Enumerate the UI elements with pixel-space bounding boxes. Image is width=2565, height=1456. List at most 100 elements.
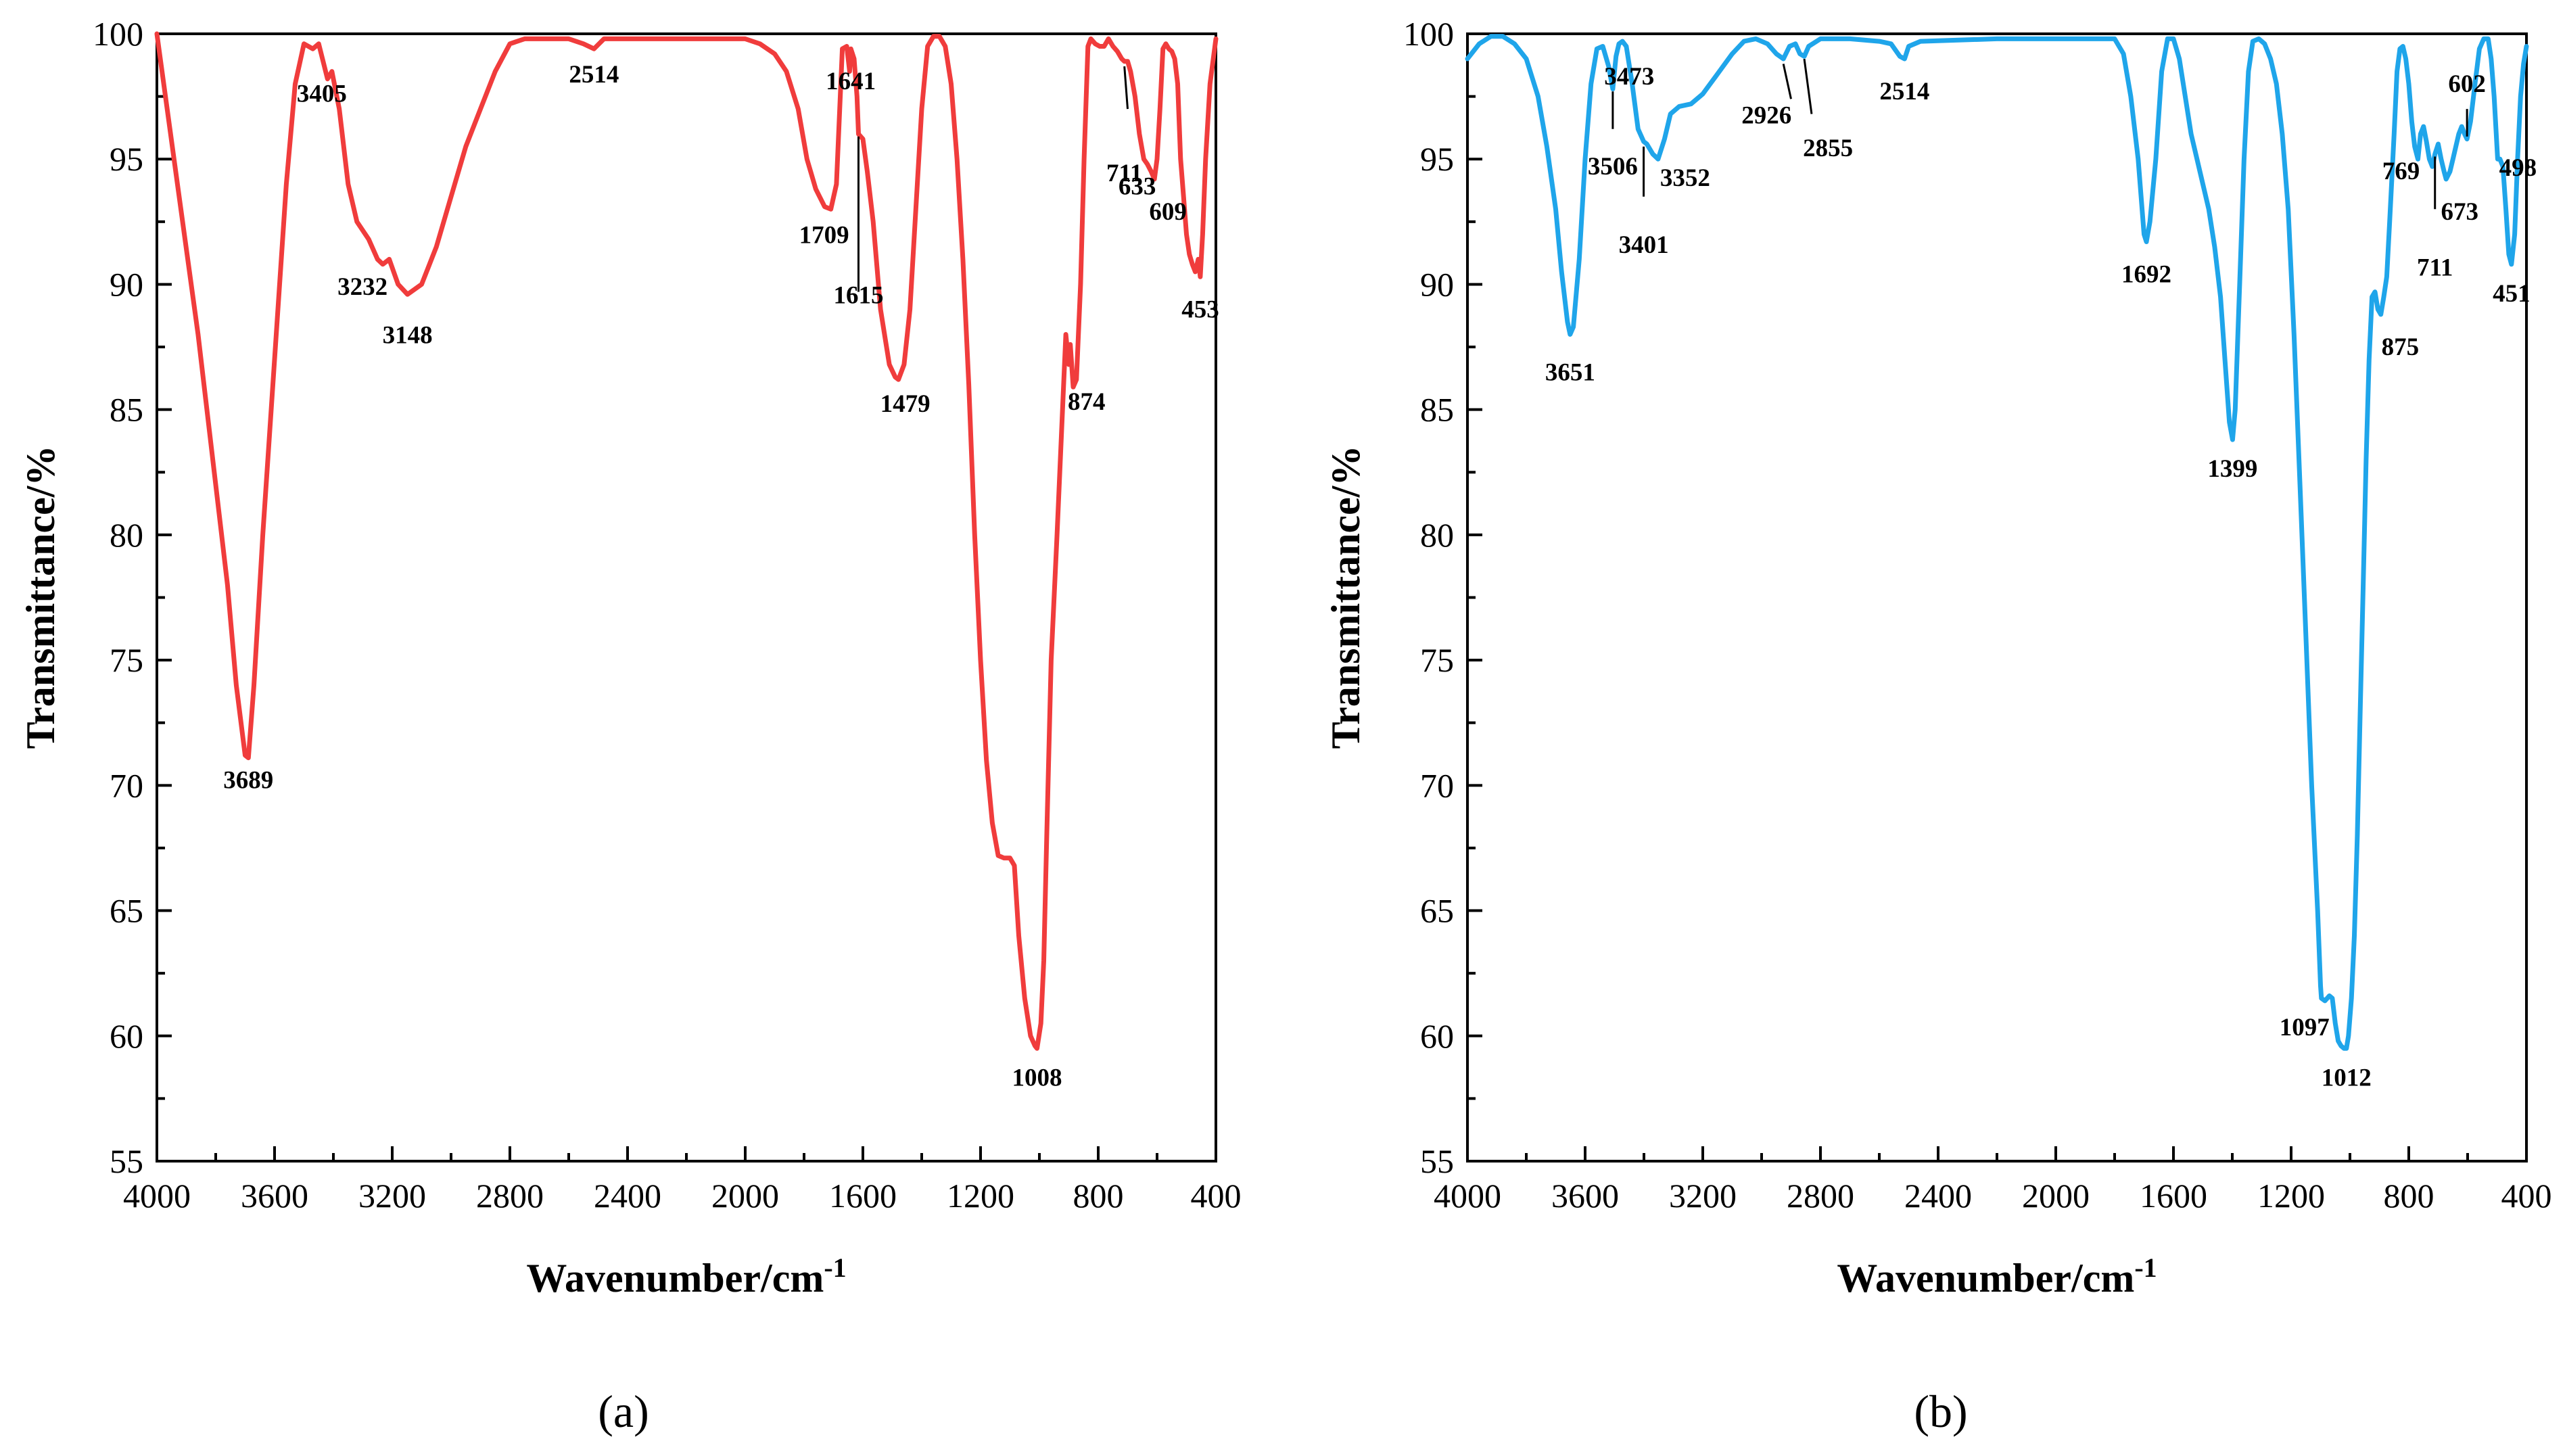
- y-tick-label: 80: [110, 516, 143, 554]
- panel-b: 55 60 65 70 75 80 85 90 95 100 4000 3600 3200 2800 240…: [1323, 15, 2552, 1437]
- x-tick-label: 4000: [1434, 1177, 1501, 1215]
- y-tick-label: 60: [110, 1017, 143, 1055]
- x-axis-title-superscript: -1: [2134, 1252, 2157, 1283]
- x-axis-title-text: Wavenumber/cm: [526, 1256, 824, 1300]
- x-axis-title-text: Wavenumber/cm: [1837, 1256, 2134, 1300]
- tick-labels: 55 60 65 70 75 80 85 90 95 100 4000 3600 3200 2800 240…: [1403, 15, 2552, 1215]
- x-tick-label: 3600: [1551, 1177, 1619, 1215]
- y-tick-label: 65: [1420, 892, 1454, 930]
- y-axis-title: Transmittance/%: [1323, 446, 1368, 749]
- peak-label: 1399: [2207, 455, 2257, 483]
- peak-label: 1641: [826, 68, 876, 95]
- x-tick-label: 800: [2384, 1177, 2434, 1215]
- peak-leader-line: [1803, 58, 1813, 114]
- peak-label: 3148: [383, 321, 433, 349]
- y-tick-label: 90: [110, 265, 143, 303]
- x-tick-label: 3200: [358, 1177, 426, 1215]
- peak-leader-line: [1782, 64, 1792, 99]
- y-tick-label: 90: [1420, 265, 1454, 303]
- panel-label: (a): [598, 1386, 649, 1437]
- y-tick-label: 80: [1420, 516, 1454, 554]
- peak-label: 451: [2493, 280, 2531, 308]
- y-tick-label: 55: [110, 1142, 143, 1180]
- x-tick-label: 1600: [2140, 1177, 2207, 1215]
- y-tick-label: 60: [1420, 1017, 1454, 1055]
- peak-annotations: 3651 3506 3473 3401 3352 2926 2855 2514 1692 1399…: [1545, 58, 2537, 1091]
- peak-label: 1479: [880, 390, 931, 418]
- peak-label: 3401: [1619, 231, 1669, 259]
- x-tick-label: 2400: [1904, 1177, 1972, 1215]
- peak-label: 1097: [2280, 1014, 2330, 1041]
- peak-label: 602: [2448, 70, 2486, 98]
- peak-leader-line: [1123, 66, 1129, 110]
- peak-label: 3651: [1545, 359, 1595, 387]
- x-tick-label: 1200: [2257, 1177, 2325, 1215]
- peak-label: 673: [2441, 198, 2478, 226]
- plot-frame: [156, 32, 1217, 1163]
- x-tick-label: 2800: [1787, 1177, 1854, 1215]
- peak-label: 2855: [1803, 135, 1853, 162]
- peak-label: 3689: [223, 767, 273, 795]
- peak-label: 875: [2382, 333, 2420, 361]
- peak-label: 1692: [2121, 260, 2171, 288]
- panel-a: 55 60 65 70 75 80 85 90 95 100 4000 3600 3200 2800 240…: [18, 15, 1242, 1437]
- plot-frame: [1466, 32, 2528, 1163]
- y-tick-label: 95: [1420, 140, 1454, 178]
- y-tick-label: 70: [1420, 766, 1454, 804]
- peak-label: 1012: [2322, 1064, 2372, 1091]
- peak-label: 3506: [1588, 153, 1638, 181]
- spectrum-line: [154, 31, 1219, 1051]
- tick-labels: 55 60 65 70 75 80 85 90 95 100 4000 3600 3200 2800 240…: [93, 15, 1242, 1215]
- y-tick-label: 70: [110, 766, 143, 804]
- x-tick-label: 2400: [594, 1177, 661, 1215]
- x-tick-label: 3600: [241, 1177, 308, 1215]
- peak-label: 633: [1119, 173, 1156, 201]
- peak-label: 769: [2382, 158, 2420, 185]
- axis-ticks: [156, 32, 1217, 1163]
- y-tick-label: 85: [1420, 391, 1454, 429]
- x-tick-label: 2000: [711, 1177, 779, 1215]
- x-axis-title: Wavenumber/cm-1: [1837, 1252, 2157, 1300]
- y-tick-label: 75: [110, 641, 143, 679]
- y-tick-label: 100: [93, 15, 143, 53]
- peak-annotations: 3689 3405 3232 3148 2514 1709 1641 1615 1479 1008…: [223, 61, 1219, 1091]
- x-axis-title: Wavenumber/cm-1: [526, 1252, 846, 1300]
- peak-label: 711: [2417, 254, 2453, 281]
- y-axis-title: Transmittance/%: [18, 446, 63, 749]
- x-tick-label: 400: [1191, 1177, 1242, 1215]
- spectrum-line: [1465, 34, 2529, 1051]
- x-tick-label: 800: [1073, 1177, 1124, 1215]
- peak-label: 1008: [1012, 1064, 1062, 1091]
- y-tick-label: 65: [110, 892, 143, 930]
- x-tick-label: 1600: [829, 1177, 897, 1215]
- x-tick-label: 4000: [123, 1177, 191, 1215]
- y-tick-label: 55: [1420, 1142, 1454, 1180]
- peak-label: 2514: [569, 61, 619, 89]
- peak-label: 609: [1149, 198, 1187, 226]
- y-tick-label: 85: [110, 391, 143, 429]
- y-tick-label: 75: [1420, 641, 1454, 679]
- peak-label: 874: [1068, 388, 1106, 416]
- panel-label: (b): [1914, 1386, 1967, 1437]
- y-tick-label: 95: [110, 140, 143, 178]
- peak-label: 453: [1181, 296, 1219, 323]
- peak-label: 1615: [833, 281, 883, 309]
- x-axis-title-superscript: -1: [824, 1252, 846, 1283]
- peak-label: 498: [2499, 154, 2537, 182]
- peak-label: 2926: [1741, 102, 1791, 130]
- peak-label: 711: [1106, 160, 1142, 187]
- axis-ticks: [1466, 32, 2528, 1163]
- peak-label: 3405: [297, 80, 347, 108]
- peak-label: 3352: [1660, 164, 1710, 192]
- x-tick-label: 3200: [1669, 1177, 1737, 1215]
- x-tick-label: 400: [2501, 1177, 2552, 1215]
- x-tick-label: 2800: [476, 1177, 544, 1215]
- peak-label: 3232: [337, 273, 387, 301]
- x-tick-label: 2000: [2022, 1177, 2090, 1215]
- peak-label: 3473: [1604, 63, 1654, 91]
- x-tick-label: 1200: [947, 1177, 1014, 1215]
- y-tick-label: 100: [1403, 15, 1454, 53]
- peak-label: 1709: [799, 221, 849, 249]
- peak-label: 2514: [1879, 78, 1929, 105]
